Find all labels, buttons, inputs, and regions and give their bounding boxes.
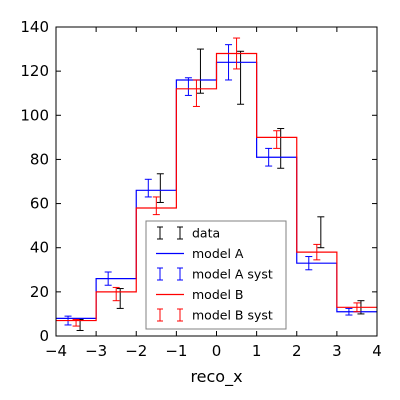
errorbar-point — [233, 37, 241, 70]
errorbar-point — [313, 243, 321, 261]
legend-box — [145, 220, 287, 330]
errorbar-point — [104, 271, 112, 286]
legend-entry: model A — [156, 246, 244, 261]
errorbar-point — [237, 50, 245, 105]
x-tick-label: 3 — [332, 342, 342, 360]
legend-label: model B syst — [192, 308, 273, 323]
legend: data model A model A syst model B model B sy… — [145, 220, 287, 330]
x-tick-label: −3 — [85, 342, 107, 360]
legend-entry: model A syst — [157, 267, 273, 282]
legend-label: model A — [192, 246, 244, 261]
errorbar-point — [265, 147, 273, 167]
errorbar-point — [345, 307, 353, 316]
x-tick-label: 1 — [252, 342, 262, 360]
legend-entry: model B syst — [157, 308, 273, 323]
errorbar-point — [72, 318, 80, 327]
x-axis-label: reco_x — [190, 367, 242, 387]
y-tick-label: 40 — [30, 239, 49, 257]
y-tick-label: 80 — [30, 150, 49, 168]
errorbar-point — [277, 128, 285, 169]
y-tick-label: 140 — [20, 18, 49, 36]
series-layer — [56, 37, 377, 331]
errorbar-point — [225, 44, 233, 81]
errorbar-point — [317, 216, 325, 249]
errorbar-point — [305, 256, 313, 271]
x-tick-label: −4 — [45, 342, 67, 360]
y-tick-label: 20 — [30, 283, 49, 301]
legend-label: data — [192, 226, 220, 241]
legend-entry: data — [157, 226, 220, 241]
errorbar-point — [192, 79, 200, 107]
x-tick-label: −2 — [125, 342, 147, 360]
series-model-A-syst — [64, 44, 353, 326]
y-tick-label: 120 — [20, 62, 49, 80]
series-model-B-syst — [72, 37, 361, 327]
legend-label: model A syst — [192, 267, 273, 282]
errorbar-point — [144, 178, 152, 198]
x-tick-label: −1 — [165, 342, 187, 360]
y-tick-label: 100 — [20, 106, 49, 124]
legend-label: model B — [192, 287, 243, 302]
legend-entry: model B — [156, 287, 243, 302]
errorbar-point — [273, 130, 281, 149]
errorbar-point — [184, 77, 192, 96]
y-tick-label: 0 — [39, 327, 49, 345]
x-tick-label: 0 — [212, 342, 222, 360]
errorbar-point — [152, 196, 160, 216]
x-tick-label: 2 — [292, 342, 302, 360]
y-tick-label: 60 — [30, 195, 49, 213]
x-tick-label: 4 — [372, 342, 382, 360]
errorbar-point — [112, 286, 120, 302]
errorbar-point — [196, 48, 204, 94]
errorbar-point — [353, 302, 361, 313]
errorbar-point — [156, 173, 164, 203]
